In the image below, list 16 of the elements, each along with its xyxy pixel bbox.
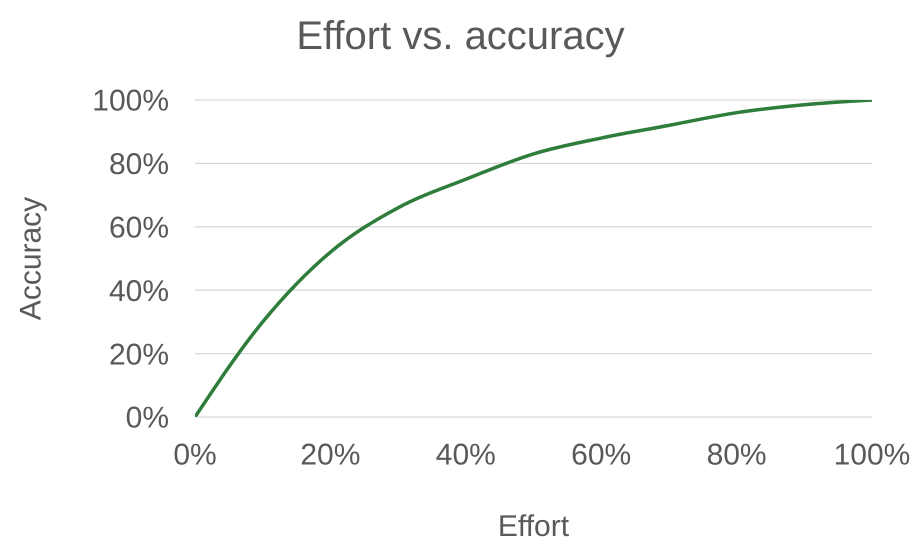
line-series: [195, 100, 872, 417]
y-tick-label: 0%: [126, 402, 169, 435]
x-tick-label: 100%: [834, 438, 910, 472]
y-tick-label: 80%: [108, 148, 169, 182]
x-tick-label: 80%: [706, 438, 767, 472]
x-tick-label: 60%: [571, 438, 632, 472]
x-axis-title: Effort: [498, 510, 570, 543]
y-tick-label: 20%: [108, 338, 169, 372]
y-tick-label: 40%: [108, 274, 169, 308]
y-tick-label: 100%: [92, 84, 169, 118]
x-tick-label: 0%: [173, 438, 217, 472]
x-tick-label: 40%: [436, 438, 496, 472]
x-tick-label: 20%: [300, 438, 360, 472]
y-tick-label: 60%: [108, 211, 169, 244]
chart-title: Effort vs. accuracy: [295, 13, 626, 60]
y-axis-title: Accuracy: [14, 196, 48, 320]
